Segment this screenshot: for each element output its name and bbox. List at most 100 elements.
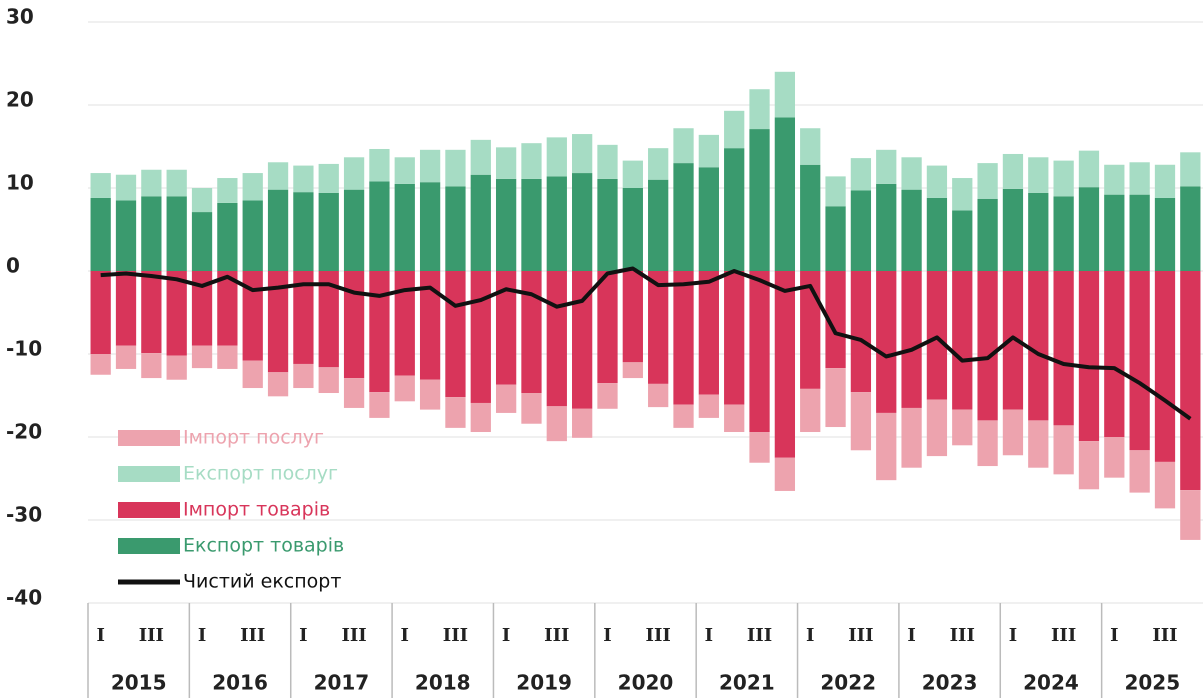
year-label: 2019: [516, 671, 572, 695]
bar: [267, 189, 289, 271]
bar: [546, 137, 567, 177]
bar: [876, 149, 897, 184]
bar: [622, 271, 643, 363]
bar: [1104, 271, 1125, 437]
quarter-label: III: [950, 625, 975, 646]
quarter-label: I: [907, 625, 915, 646]
bar: [1053, 271, 1074, 426]
legend-swatch: [118, 502, 180, 518]
bar: [901, 407, 922, 468]
bar: [546, 271, 567, 407]
bar: [1053, 160, 1074, 197]
bar: [217, 202, 238, 271]
bar: [293, 165, 314, 193]
legend-label: Імпорт послуг: [183, 427, 324, 449]
bar: [141, 169, 162, 197]
bar: [470, 402, 491, 433]
bar: [419, 271, 441, 380]
bar: [90, 197, 111, 271]
bar: [698, 134, 719, 168]
bar: [191, 345, 213, 369]
bar: [267, 372, 289, 397]
bar: [597, 144, 618, 179]
y-tick-label: 30: [6, 5, 34, 29]
bar: [926, 197, 948, 271]
quarter-label: I: [401, 625, 409, 646]
bar: [1028, 192, 1049, 271]
y-tick-label: 20: [6, 88, 34, 112]
year-label: 2023: [922, 671, 978, 695]
bar: [90, 173, 111, 198]
bar: [166, 355, 187, 380]
bar: [1180, 271, 1201, 491]
bar: [1129, 271, 1150, 451]
bar: [1028, 420, 1049, 468]
bar: [1053, 196, 1074, 271]
bar: [495, 384, 517, 413]
year-label: 2022: [820, 671, 876, 695]
y-tick-label: -40: [6, 586, 42, 610]
bar: [419, 379, 441, 410]
bar: [825, 271, 846, 369]
net-export-line: [100, 266, 1192, 421]
bar: [1104, 194, 1125, 271]
quarter-label: I: [806, 625, 814, 646]
bar: [698, 271, 719, 395]
bar: [394, 157, 415, 184]
bar: [901, 189, 922, 271]
bar: [318, 367, 339, 394]
year-label: 2016: [212, 671, 268, 695]
bar: [952, 409, 973, 446]
bar: [749, 432, 770, 463]
bar: [445, 271, 466, 398]
quarter-label: III: [443, 625, 468, 646]
bar: [293, 192, 314, 271]
bar: [850, 271, 872, 393]
bar: [1053, 425, 1074, 475]
bar: [394, 375, 415, 402]
bar: [850, 190, 872, 271]
bar: [850, 392, 872, 451]
bar: [470, 174, 491, 271]
bar: [648, 179, 669, 271]
bar: [648, 148, 669, 180]
bar: [952, 271, 973, 410]
bar: [673, 163, 694, 271]
quarter-label: I: [198, 625, 206, 646]
bar: [419, 182, 441, 271]
y-tick-label: 10: [6, 171, 34, 195]
bar: [369, 392, 390, 418]
quarter-label: III: [341, 625, 366, 646]
quarter-label: I: [1009, 625, 1017, 646]
bar: [369, 181, 390, 271]
year-label: 2024: [1023, 671, 1079, 695]
bar: [698, 167, 719, 271]
bar: [1180, 186, 1201, 271]
bar: [217, 271, 238, 346]
bar: [242, 271, 263, 361]
year-label: 2017: [314, 671, 370, 695]
legend-swatch: [118, 466, 180, 482]
year-label: 2021: [719, 671, 775, 695]
bar: [267, 271, 289, 373]
bar: [876, 183, 897, 271]
bar: [800, 164, 821, 271]
bar: [825, 368, 846, 428]
bar: [521, 393, 542, 424]
y-tick-label: -10: [6, 337, 42, 361]
bar: [1028, 271, 1049, 421]
bar: [1154, 164, 1176, 198]
bar: [597, 271, 618, 384]
bar: [1180, 152, 1201, 187]
bar: [1078, 150, 1100, 188]
legend-label: Чистий експорт: [183, 571, 341, 593]
legend-label: Імпорт товарів: [183, 499, 330, 521]
legend-swatch: [118, 430, 180, 446]
bar: [774, 271, 796, 458]
bar: [622, 362, 643, 379]
bar: [293, 271, 314, 364]
bar: [343, 189, 365, 271]
bar: [1129, 194, 1150, 271]
